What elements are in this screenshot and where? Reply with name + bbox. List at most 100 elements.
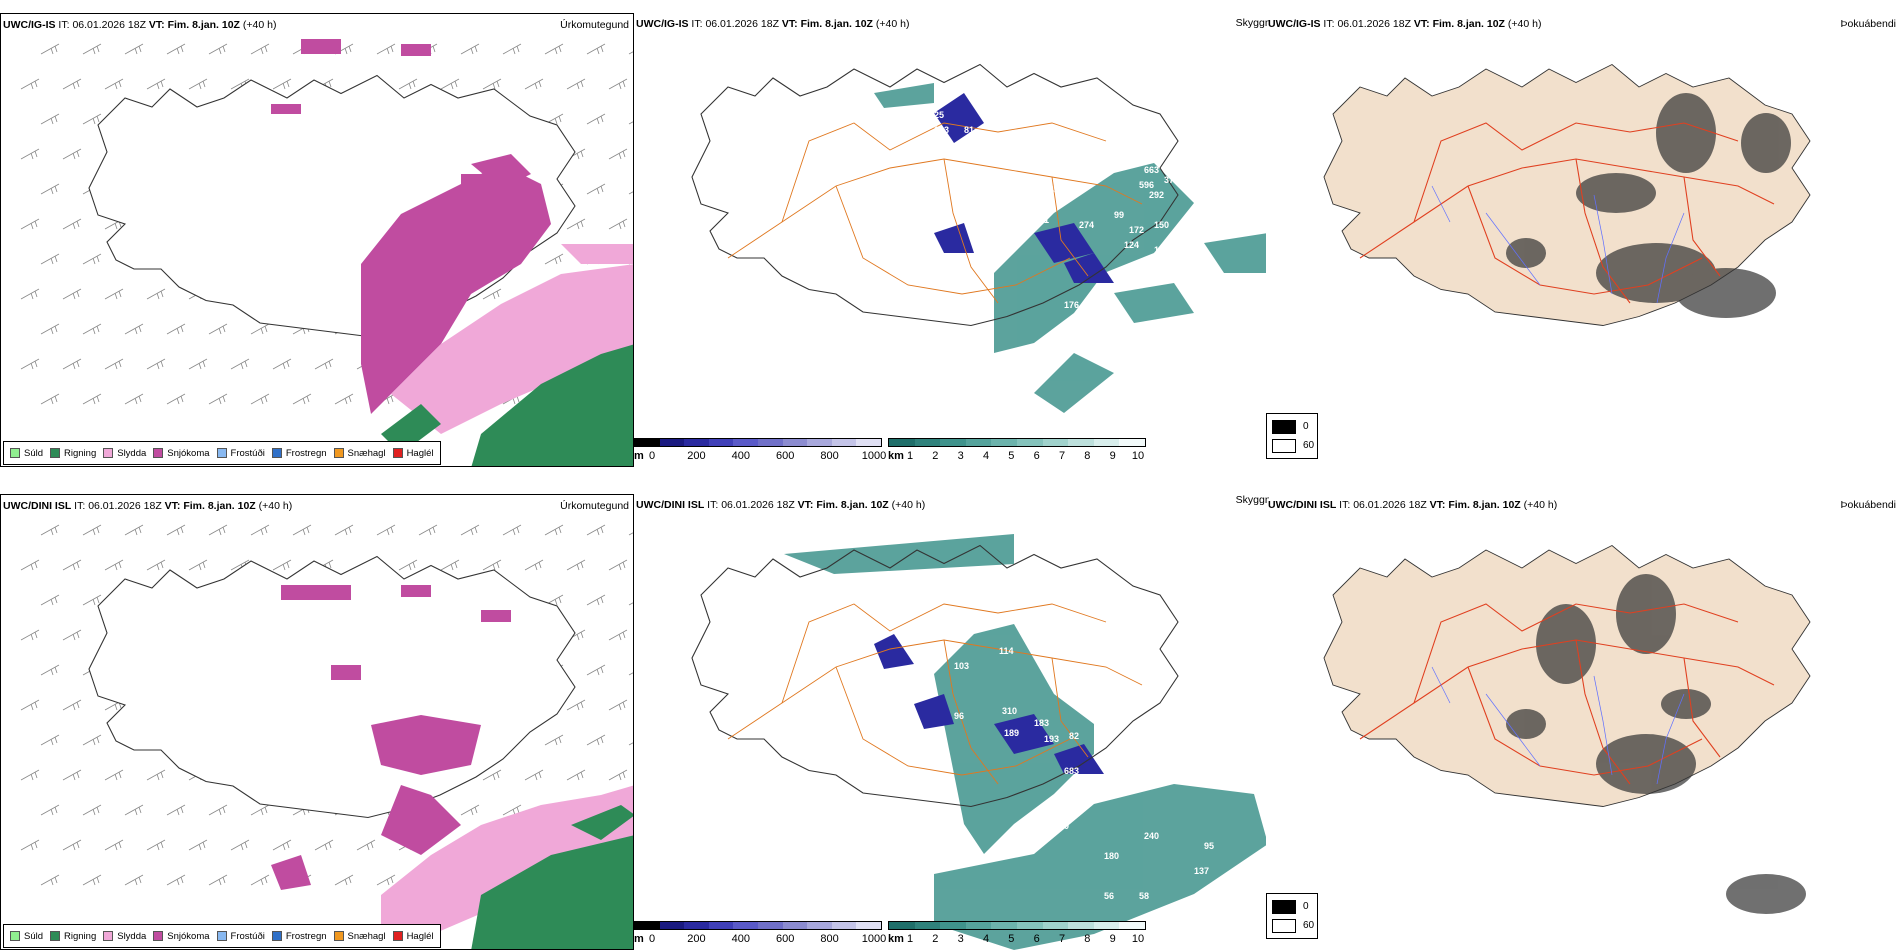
legend-label: Súld <box>24 447 44 459</box>
wind-barb <box>62 839 82 851</box>
legend-item: Frostúði <box>216 448 265 459</box>
wind-barb <box>188 78 208 90</box>
cloud-value-label: 76 <box>1054 666 1064 676</box>
wind-barb <box>40 253 60 265</box>
legend-item: Snjókoma <box>153 931 210 942</box>
scale-tick-label: 200 <box>687 450 706 462</box>
wind-barb <box>586 524 606 536</box>
wind-barb <box>376 874 396 886</box>
legend-label: Rigning <box>64 930 97 942</box>
wind-barb <box>62 699 82 711</box>
wind-barb <box>460 804 480 816</box>
red-roads <box>1359 603 1775 785</box>
scale-tick-label: 3 <box>957 933 964 945</box>
legend-swatch <box>333 448 344 458</box>
scale-tick-label: 600 <box>776 933 795 945</box>
fog-shading <box>1506 574 1806 914</box>
cloud-value-label: 114 <box>999 646 1014 656</box>
wind-barb <box>250 524 270 536</box>
wind-barb <box>40 43 60 55</box>
scale-tick-label: 2 <box>932 450 939 462</box>
ceiling-unit: m <box>634 933 644 945</box>
wind-barb <box>502 43 522 55</box>
road-line <box>781 122 1107 223</box>
fog-label-60: 60 <box>1303 920 1315 931</box>
visibility-unit: km <box>888 450 904 462</box>
wind-barb <box>20 839 40 851</box>
wind-barb <box>544 43 564 55</box>
wind-barb <box>250 874 270 886</box>
cloud-value-label: 76 <box>974 165 984 175</box>
legend-swatch <box>153 931 164 941</box>
wind-barb <box>62 218 82 230</box>
wind-barb <box>188 358 208 370</box>
fog-scale-top: 0 60 <box>1266 413 1318 459</box>
cloud-value-label: 103 <box>934 125 949 135</box>
wind-barb <box>20 288 40 300</box>
legend-label: Frostregn <box>285 930 327 942</box>
wind-barb <box>608 699 628 711</box>
legend-label: Snjókoma <box>167 447 210 459</box>
scale-tick-label: 10 <box>1131 450 1145 462</box>
legend-item: Rigning <box>50 448 96 459</box>
wind-barb <box>586 183 606 195</box>
wind-barb <box>208 43 228 55</box>
cloud-labels: 103 114 76 96 310 189 183 193 82 167 85 99 683 20 180 2… <box>954 646 1214 901</box>
legend-swatch <box>103 448 114 458</box>
fog-map[interactable] <box>1266 13 1900 467</box>
precip-type-map[interactable] <box>1 495 634 950</box>
road-line <box>1683 176 1721 277</box>
legend-item: Snæhagl <box>333 930 386 942</box>
rain-area <box>471 805 633 949</box>
wind-barb <box>398 78 418 90</box>
cloud-value-label: 33 <box>1009 220 1019 230</box>
wind-barb <box>628 672 633 676</box>
road-line <box>781 603 1107 704</box>
wind-barb <box>628 121 633 125</box>
cloud-value-label: 240 <box>1144 831 1159 841</box>
visibility-strip <box>888 438 1146 447</box>
wind-barb <box>208 393 228 405</box>
scale-tick-label: 5 <box>1008 933 1015 945</box>
scale-tick-label: 600 <box>776 450 795 462</box>
cloud-value-label: 99 <box>1114 210 1124 220</box>
cloud-value-label: 95 <box>1204 841 1214 851</box>
panel-title: UWC/IG-IS IT: 06.01.2026 18Z VT: Fim. 8.… <box>1268 18 1542 30</box>
rivers <box>1431 666 1685 785</box>
cloud-value-label: 83 <box>984 145 994 155</box>
scale-tick-label: 800 <box>820 450 839 462</box>
ceiling-strip <box>634 921 882 930</box>
fog-map[interactable] <box>1266 494 1900 950</box>
wind-barb <box>166 874 186 886</box>
scale-tick-label: 1000 <box>861 933 887 945</box>
wind-barb <box>544 524 564 536</box>
road-network <box>727 122 1143 304</box>
wind-barb <box>62 769 82 781</box>
legend-label: Snæhagl <box>347 930 386 942</box>
red-roads <box>1359 122 1775 304</box>
cloud-value-label: 25 <box>1144 135 1154 145</box>
ceiling-strip <box>634 438 882 447</box>
cloud-value-label: 151 <box>1054 135 1069 145</box>
wind-barb <box>608 629 628 641</box>
wind-barb <box>40 734 60 746</box>
river-line <box>1431 185 1451 223</box>
road-line <box>943 639 999 785</box>
scale-tick-label: 1 <box>906 933 914 945</box>
wind-barb <box>124 874 144 886</box>
wind-barb <box>124 393 144 405</box>
wind-barb <box>566 218 586 230</box>
wind-barb <box>628 191 633 195</box>
cloud-value-label: 58 <box>1139 891 1149 901</box>
wind-barb <box>418 524 438 536</box>
river-line <box>1593 194 1613 295</box>
fog-panel-dini: UWC/DINI ISL IT: 06.01.2026 18Z VT: Fim.… <box>1266 494 1900 950</box>
wind-barb <box>82 323 102 335</box>
cloud-value-label: 131 <box>1034 215 1049 225</box>
scale-tick-label: 6 <box>1033 933 1040 945</box>
wind-barb <box>20 78 40 90</box>
cloud-value-label: 20 <box>1059 821 1069 831</box>
precip-type-map[interactable] <box>1 14 634 467</box>
